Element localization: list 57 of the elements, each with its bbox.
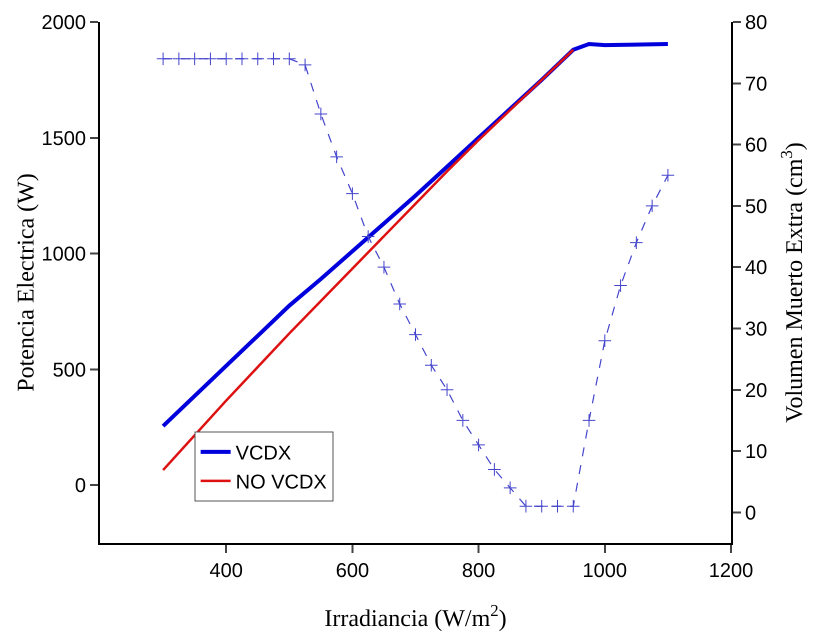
point	[645, 199, 659, 213]
point	[282, 52, 296, 66]
point	[298, 58, 312, 72]
point	[235, 52, 249, 66]
point	[346, 186, 360, 200]
y-tick-label: 0	[74, 475, 86, 498]
point	[614, 278, 628, 292]
point	[377, 260, 391, 274]
y-tick-label: 1000	[42, 244, 86, 266]
y2-tick-label: 20	[745, 380, 768, 402]
point	[266, 52, 280, 66]
point	[534, 499, 548, 514]
point	[440, 382, 454, 397]
point	[582, 414, 596, 428]
y2-tick-label: 40	[745, 257, 768, 280]
point	[219, 52, 233, 66]
y-tick-label: 2000	[42, 12, 86, 34]
y2-tick-label: 70	[745, 73, 768, 96]
point	[314, 107, 328, 121]
x-tick-label: 600	[336, 560, 370, 582]
point	[550, 499, 564, 514]
point	[519, 499, 533, 514]
legend-label: NO VCDX	[236, 472, 327, 494]
point	[472, 438, 486, 452]
y2-tick-label: 0	[745, 502, 756, 524]
point	[392, 297, 407, 311]
point	[361, 230, 375, 244]
point	[598, 334, 612, 348]
y2-tick-label: 80	[745, 12, 768, 34]
y-tick-label: 1500	[42, 128, 86, 150]
point	[172, 52, 186, 66]
y2-tick-label: 60	[745, 134, 768, 157]
x-tick-label: 1200	[708, 560, 754, 582]
x-axis-title: Irradiancia (W/m$^{2}$)	[324, 600, 507, 632]
legend-label: VCDX	[236, 442, 292, 465]
x-tick-label: 400	[210, 560, 243, 582]
point	[156, 52, 170, 66]
point	[204, 52, 218, 66]
point	[424, 358, 438, 372]
point	[630, 236, 644, 250]
y-axis-title: Potencia Electrica (W)	[14, 173, 40, 392]
point	[661, 168, 675, 182]
point	[250, 52, 265, 66]
x-tick-label: 800	[462, 560, 496, 582]
y-tick-label: 500	[52, 359, 86, 382]
point	[488, 462, 502, 476]
point	[503, 481, 517, 495]
y2-tick-label: 50	[745, 196, 768, 218]
line-series	[162, 48, 574, 472]
y2-tick-label: 10	[745, 441, 768, 464]
point	[408, 328, 422, 342]
point	[188, 52, 202, 66]
y2-tick-label: 30	[745, 318, 768, 340]
point	[566, 499, 580, 514]
x-tick-label: 1000	[582, 560, 628, 582]
point	[456, 414, 470, 428]
point	[330, 150, 344, 164]
